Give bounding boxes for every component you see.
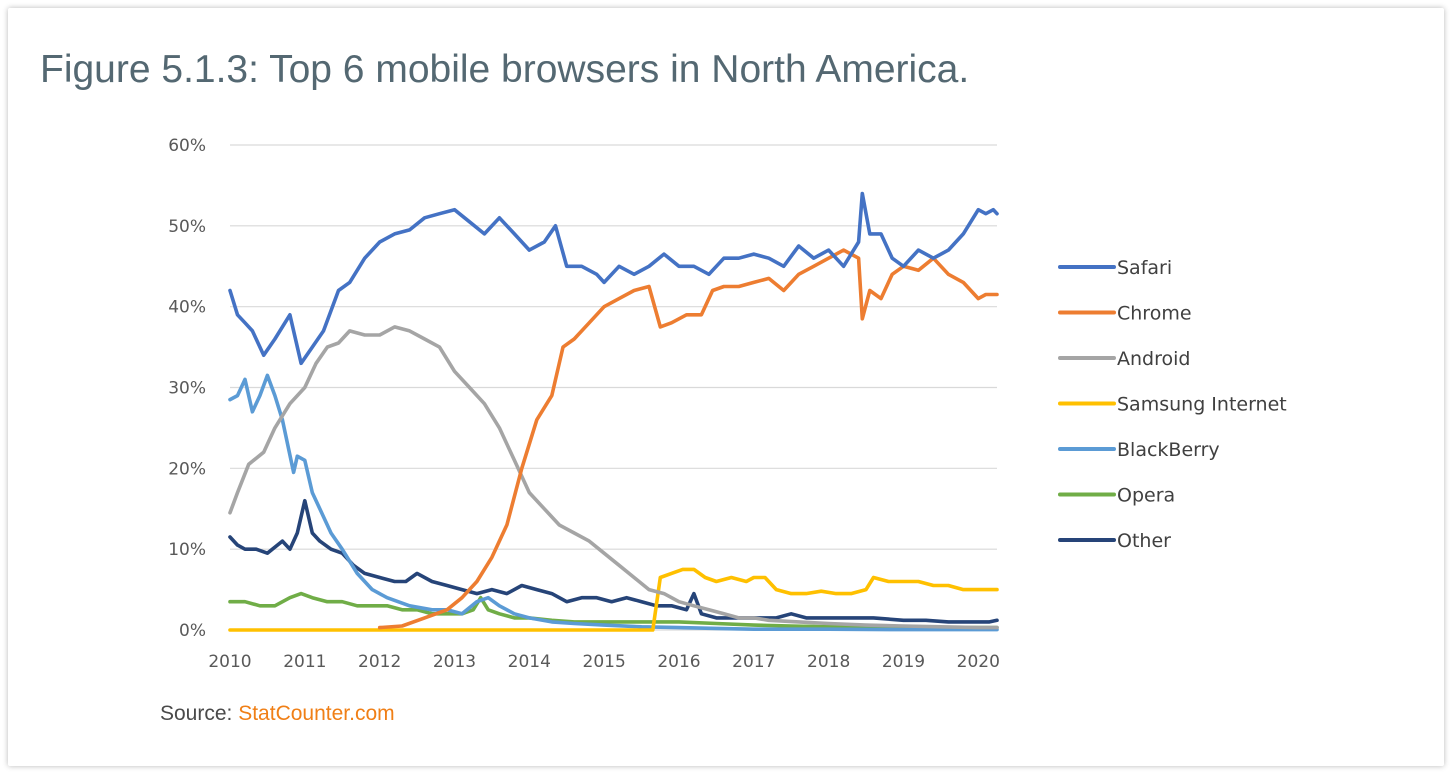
x-tick-label: 2020: [957, 652, 1000, 672]
source-note: Source: StatCounter.com: [160, 702, 395, 726]
y-tick-label: 10%: [168, 540, 206, 560]
x-tick-label: 2017: [732, 652, 775, 672]
y-tick-label: 60%: [168, 136, 206, 156]
x-tick-label: 2012: [358, 652, 401, 672]
legend-label-other: Other: [1117, 530, 1171, 552]
y-tick-label: 20%: [168, 459, 206, 479]
series-line-chrome: [377, 248, 999, 630]
source-prefix: Source:: [160, 702, 239, 725]
series-line-safari: [228, 191, 999, 366]
x-tick-label: 2015: [583, 652, 626, 672]
x-tick-label: 2016: [657, 652, 700, 672]
figure-title: Figure 5.1.3: Top 6 mobile browsers in N…: [40, 48, 970, 91]
x-tick-label: 2010: [208, 652, 251, 672]
x-axis: 2010 2011 2012 2013 2014 2015 2016 2017 2018 2019…: [208, 652, 1000, 672]
x-tick-label: 2011: [283, 652, 326, 672]
x-tick-label: 2018: [807, 652, 850, 672]
y-tick-label: 40%: [168, 298, 206, 318]
y-tick-label: 30%: [168, 379, 206, 399]
legend-label-blackberry: BlackBerry: [1117, 439, 1220, 461]
source-link[interactable]: StatCounter.com: [238, 702, 395, 725]
figure-card: Figure 5.1.3: Top 6 mobile browsers in N…: [8, 8, 1444, 766]
line-chart: 0%10%20%30%40%50%60% 2010 2011 2012 2013 201…: [168, 136, 1287, 672]
legend-label-samsung-internet: Samsung Internet: [1117, 394, 1287, 416]
series-line-other: [228, 498, 999, 624]
legend-label-safari: Safari: [1117, 257, 1172, 279]
x-tick-label: 2013: [433, 652, 476, 672]
series-line-android: [228, 325, 999, 630]
x-tick-label: 2014: [508, 652, 551, 672]
series-line-opera: [228, 591, 999, 630]
legend-label-chrome: Chrome: [1117, 303, 1192, 325]
y-tick-label: 0%: [179, 621, 206, 641]
chart-legend: Safari Chrome Android Samsung Internet Black…: [1058, 257, 1287, 552]
legend-label-opera: Opera: [1117, 485, 1175, 507]
series-line-samsung-internet: [228, 567, 999, 632]
series-line-blackberry: [228, 373, 999, 632]
y-axis: 0% 10% 20% 30% 40% 50% 60%: [168, 136, 206, 641]
y-tick-label: 50%: [168, 217, 206, 237]
chart-series: [228, 191, 999, 632]
legend-label-android: Android: [1117, 348, 1190, 370]
x-tick-label: 2019: [882, 652, 925, 672]
